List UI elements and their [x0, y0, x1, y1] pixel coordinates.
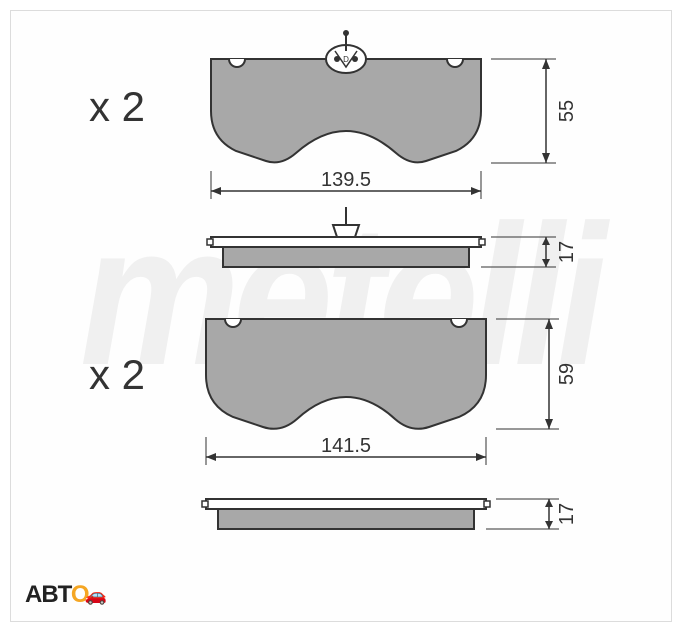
- top-pad-right-notch: [447, 59, 463, 67]
- top-height-dim: 55: [556, 100, 578, 122]
- mid-height-dim: 17: [556, 241, 578, 263]
- top-pad-clip: D: [326, 30, 366, 73]
- logo-car-icon: 🚗: [85, 585, 106, 606]
- bottom-profile-group: 17: [202, 499, 578, 529]
- top-width-dim: 139.5: [321, 169, 371, 191]
- logo-prefix: ABT: [25, 581, 71, 608]
- middle-profile-group: 17: [207, 207, 578, 267]
- bottom-pad-group: 141.5 59: [206, 319, 578, 465]
- bottom-pad-body: [206, 319, 486, 429]
- bottom-width-dim: 141.5: [321, 435, 371, 457]
- svg-text:D: D: [343, 55, 349, 64]
- top-pad-group: D 139.5 55: [211, 30, 578, 199]
- quantity-label-top: x 2: [89, 83, 145, 131]
- top-pad-left-notch: [229, 59, 245, 67]
- diagram-frame: metelli D 139.5: [10, 10, 672, 622]
- bottom-profile-height-dim: 17: [556, 503, 578, 525]
- bottom-height-dim: 59: [556, 363, 578, 385]
- quantity-label-bottom: x 2: [89, 351, 145, 399]
- top-pad-body: [211, 59, 481, 162]
- brand-logo: ABTO🚗: [25, 581, 106, 609]
